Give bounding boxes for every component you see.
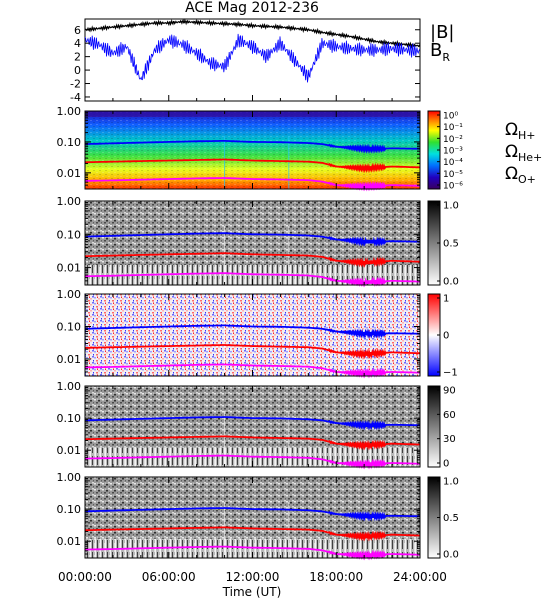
kdotb-colorbar xyxy=(427,385,441,468)
x-axis-label: Time (UT) xyxy=(222,585,282,599)
mag-ytick-label: -2 xyxy=(70,78,81,91)
legend-omega-he: ΩHe+ xyxy=(505,142,542,164)
mag-ytick-label: 6 xyxy=(74,24,81,37)
kdotb-colorbar-tick-label: 60 xyxy=(443,410,456,421)
figure-title: ACE Mag 2012-236 xyxy=(185,0,319,16)
mag-ytick-label: 2 xyxy=(74,51,81,64)
kdotb-gyro-o-line xyxy=(85,454,420,470)
intensity-colorbar-tick-label: 10⁰ xyxy=(443,112,458,122)
ellipticity-colorbar-tick-label: −1 xyxy=(443,368,458,379)
intensity-colorbar-tick-label: 10⁻¹ xyxy=(443,123,463,133)
intensity-gyro-h-line xyxy=(85,139,420,154)
coherency-gyro-o-line xyxy=(85,545,420,561)
ellipticity-panel: 1.00 0.10 0.01 1 0 −1 xyxy=(57,288,458,379)
ellipticity-colorbar-tick-label: 1 xyxy=(443,294,449,305)
legend-omega-o: ΩO+ xyxy=(505,164,536,186)
coherency-gyro-h-line xyxy=(84,507,420,522)
mag-ytick-label: -4 xyxy=(70,91,81,104)
ellipticity-colorbar-tick-label: 0 xyxy=(443,331,449,342)
ellipticity-gyro-h-line xyxy=(85,324,420,339)
intensity-colorbar-tick-label: 10⁻⁶ xyxy=(443,182,463,192)
xtick-label: 00:00:00 xyxy=(58,570,112,584)
legend-omega-h: ΩH+ xyxy=(505,120,536,142)
polarization-ytick-label: 1.00 xyxy=(57,195,82,208)
legend-b-r: BR xyxy=(430,40,450,64)
ellipticity-gyro-he-line xyxy=(85,344,420,360)
coherency-ytick-label: 0.01 xyxy=(57,535,82,548)
ellipticity-gyro-o-line xyxy=(85,363,421,379)
intensity-colorbar-tick-label: 10⁻³ xyxy=(443,147,463,157)
xtick-label: 06:00:00 xyxy=(142,570,196,584)
ellipticity-ytick-label: 1.00 xyxy=(57,288,82,301)
legend-b-total: |B| xyxy=(430,22,454,43)
intensity-gyro-he-line xyxy=(85,158,420,174)
mag-ytick-label: 0 xyxy=(74,64,81,77)
mag-plot-frame xyxy=(84,18,421,102)
polarization-gyro-h-line xyxy=(85,232,420,247)
kdotb-ytick-label: 0.10 xyxy=(57,412,82,425)
polarization-ytick-label: 0.01 xyxy=(57,262,82,275)
intensity-colorbar-tick-label: 10⁻⁴ xyxy=(443,158,463,168)
polarization-gyro-o-line xyxy=(85,272,420,288)
kdotb-ytick-label: 1.00 xyxy=(57,380,82,393)
coherency-colorbar-tick-label: 0.5 xyxy=(443,513,459,524)
xtick-label: 12:00:00 xyxy=(226,570,280,584)
intensity-ytick-label: 0.10 xyxy=(57,136,82,149)
kdotb-colorbar-tick-label: 90 xyxy=(443,386,456,397)
polarization-panel: 1.00 0.10 0.01 1.0 0.5 0.0 xyxy=(57,195,459,288)
polarization-ytick-label: 0.10 xyxy=(57,228,82,241)
polarization-gyro-he-line xyxy=(85,252,420,268)
intensity-ytick-label: 1.00 xyxy=(57,105,82,118)
kdotb-ytick-label: 0.01 xyxy=(57,444,82,457)
mag-ytick-label: 4 xyxy=(74,37,81,50)
polarization-colorbar-tick-label: 1.0 xyxy=(443,201,459,212)
ellipticity-ytick-label: 0.01 xyxy=(57,353,82,366)
coherency-ytick-label: 0.10 xyxy=(57,503,82,516)
coherency-colorbar-tick-label: 0.0 xyxy=(443,550,459,561)
kdotb-colorbar-tick-label: 0 xyxy=(443,459,449,470)
kdotb-panel: 1.00 0.10 0.01 90 60 30 0 xyxy=(57,380,456,470)
coherency-panel: 1.00 0.10 0.01 1.0 0.5 0.0 xyxy=(57,471,459,561)
xtick-label: 24:00:00 xyxy=(393,570,447,584)
kdotb-gyro-he-line xyxy=(85,435,421,451)
polarization-colorbar-tick-label: 0.5 xyxy=(443,239,459,250)
series-line-b-total xyxy=(84,18,421,49)
coherency-ytick-label: 1.00 xyxy=(57,471,82,484)
intensity-colorbar-tick-label: 10⁻² xyxy=(443,135,463,145)
ellipticity-ytick-label: 0.10 xyxy=(57,321,82,334)
polarization-colorbar-tick-label: 0.0 xyxy=(443,277,459,288)
intensity-ytick-label: 0.01 xyxy=(57,167,82,180)
intensity-colorbar-tick-label: 10⁻⁵ xyxy=(443,170,463,180)
kdotb-gyro-h-line xyxy=(84,416,420,431)
series-line-b-r xyxy=(84,33,421,83)
coherency-colorbar-tick-label: 1.0 xyxy=(443,477,459,488)
kdotb-colorbar-tick-label: 30 xyxy=(443,434,456,445)
coherency-gyro-he-line xyxy=(85,526,421,542)
xtick-label: 18:00:00 xyxy=(309,570,363,584)
